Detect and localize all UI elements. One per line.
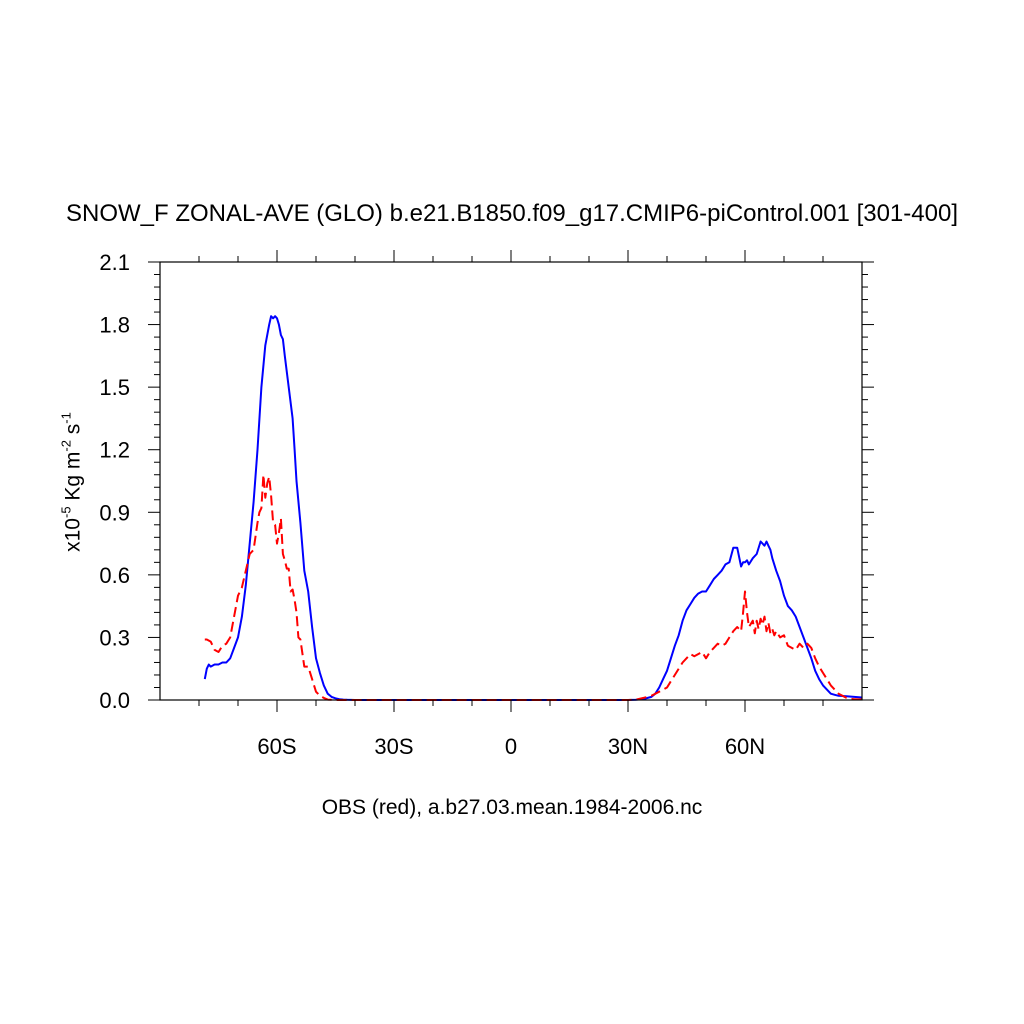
y-tick-label: 1.8 — [99, 313, 130, 338]
plot-frame — [159, 261, 863, 701]
series-line-1 — [203, 315, 863, 701]
x-tick-label: 30S — [374, 734, 413, 759]
tick-labels: 0.0 0.3 0.6 0.9 1.2 1.5 1.8 2.1 60S 30S 0 30N 60N — [99, 250, 765, 759]
y-axis-label-exp2: -2 — [58, 440, 74, 452]
x-tick-label: 0 — [505, 734, 517, 759]
axis-ticks — [148, 250, 874, 712]
y-axis-label-exp3: -1 — [58, 412, 74, 424]
y-axis-label-prefix: x10 — [61, 518, 85, 552]
y-tick-label: 2.1 — [99, 250, 130, 275]
series-line-2 — [204, 473, 862, 701]
chart-title: SNOW_F ZONAL-AVE (GLO) b.e21.B1850.f09_g… — [66, 200, 958, 227]
y-tick-label: 1.5 — [99, 375, 130, 400]
x-tick-label: 60N — [725, 734, 765, 759]
y-axis-label-unit2: s — [61, 423, 85, 441]
y-axis-label-exp1: -5 — [58, 506, 74, 519]
y-tick-label: 0.3 — [99, 625, 130, 650]
y-tick-label: 0.6 — [99, 563, 130, 588]
x-tick-label: 60S — [257, 734, 296, 759]
y-tick-label: 0.9 — [99, 500, 130, 525]
x-axis-label: OBS (red), a.b27.03.mean.1984-2006.nc — [321, 796, 703, 819]
plot-area — [159, 261, 863, 701]
x-tick-label: 30N — [608, 734, 648, 759]
y-tick-label: 0.0 — [99, 688, 130, 713]
y-tick-label: 1.2 — [99, 438, 130, 463]
y-axis-label: x10-5 Kg m-2 s-1 — [59, 412, 86, 552]
y-axis-label-unit1: Kg m — [61, 451, 85, 507]
